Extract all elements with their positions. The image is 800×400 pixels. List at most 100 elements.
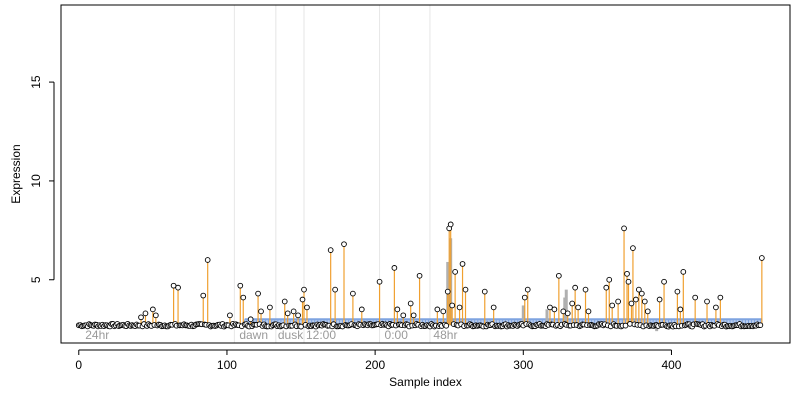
peak-point <box>638 290 645 297</box>
peak-point <box>551 306 558 313</box>
peak-point <box>138 314 144 321</box>
peak-point <box>459 261 466 267</box>
region-dividers <box>233 5 431 343</box>
peak-point <box>575 304 581 311</box>
region-label: 12:00 <box>306 328 336 342</box>
peak-point <box>290 308 297 315</box>
y-tick-label: 5 <box>29 276 43 283</box>
peak-point <box>400 312 407 319</box>
region-label: 24hr <box>85 328 109 342</box>
peak-point <box>641 298 648 305</box>
x-tick-label: 0 <box>75 358 82 372</box>
region-label: dusk <box>278 328 304 342</box>
peak-point <box>661 278 667 285</box>
gray-series <box>446 238 659 332</box>
peak-point <box>175 284 181 291</box>
region-label: dawn <box>239 328 268 342</box>
peak-point <box>247 316 254 323</box>
peak-point <box>376 278 383 285</box>
peak-point <box>332 286 338 293</box>
peak-point <box>625 278 632 285</box>
peak-point <box>284 310 291 317</box>
peak-point <box>704 298 710 305</box>
plot-frame <box>60 4 791 344</box>
peak-point <box>656 296 663 303</box>
peak-point <box>481 288 488 295</box>
peak-point <box>258 308 264 315</box>
peak-point <box>394 306 401 313</box>
y-tick-label: 10 <box>29 174 43 188</box>
peak-point <box>456 304 463 311</box>
peak-point <box>227 312 233 319</box>
axes: 0 100 200 300 400 5 10 15 <box>29 4 791 372</box>
baseline-point <box>757 322 764 329</box>
peak-point <box>416 272 423 279</box>
peak-point <box>301 286 307 293</box>
peak-point <box>680 268 687 275</box>
peak-point <box>636 286 642 293</box>
peak-point <box>341 241 347 248</box>
peak-point <box>152 312 159 319</box>
peak-point <box>407 300 414 307</box>
peak-point <box>350 290 356 297</box>
peak-point <box>449 302 456 309</box>
peak-point <box>267 304 273 311</box>
peak-point <box>462 286 469 293</box>
peak-point <box>674 288 681 295</box>
x-tick-label: 400 <box>661 358 681 372</box>
peak-point <box>677 306 684 313</box>
peak-point <box>255 290 261 297</box>
peak-point <box>717 294 724 301</box>
peak-point <box>434 306 441 313</box>
peak-point <box>615 298 621 305</box>
peak-point <box>240 294 247 301</box>
peak-point <box>603 284 610 291</box>
peak-point <box>644 308 651 315</box>
peak-point <box>630 245 636 251</box>
y-axis-label: Expression <box>9 144 23 203</box>
peak-point <box>758 255 765 261</box>
peak-point <box>237 282 244 289</box>
peak-point <box>281 298 288 305</box>
peak-point <box>606 276 613 283</box>
peak-point <box>452 268 458 275</box>
region-label: 48hr <box>433 328 457 342</box>
peak-point <box>633 296 639 303</box>
x-axis-label: Sample index <box>389 375 462 389</box>
peak-point <box>447 221 454 228</box>
peak-point <box>713 304 719 311</box>
peak-point <box>609 302 616 309</box>
x-tick-label: 300 <box>513 358 533 372</box>
peak-point <box>524 286 531 293</box>
peak-point <box>327 247 334 253</box>
peak-point <box>295 312 301 319</box>
peak-point <box>490 304 497 311</box>
peak-point <box>204 257 211 263</box>
peak-point <box>358 306 365 313</box>
peak-point <box>569 300 576 307</box>
data-points <box>75 221 765 330</box>
y-tick-label: 15 <box>29 75 43 89</box>
peak-point <box>391 265 398 271</box>
peak-point <box>444 288 451 295</box>
peak-point <box>410 312 417 319</box>
peak-point <box>582 286 589 293</box>
peak-point <box>572 284 579 291</box>
region-labels: 24hr dawn dusk 12:00 0:00 48hr <box>85 328 457 342</box>
x-tick-label: 100 <box>217 358 237 372</box>
peak-point <box>440 308 447 315</box>
peak-point <box>304 304 310 311</box>
x-tick-label: 200 <box>365 358 385 372</box>
peak-point <box>142 310 149 317</box>
peak-point <box>556 272 562 279</box>
peak-point <box>585 308 592 315</box>
peak-point <box>624 270 630 277</box>
region-label: 0:00 <box>385 328 409 342</box>
baseline-point <box>443 322 450 329</box>
peak-point <box>628 300 635 307</box>
peak-point <box>692 294 699 301</box>
peak-point <box>150 306 156 313</box>
peak-point <box>564 310 571 317</box>
peak-point <box>200 292 207 299</box>
